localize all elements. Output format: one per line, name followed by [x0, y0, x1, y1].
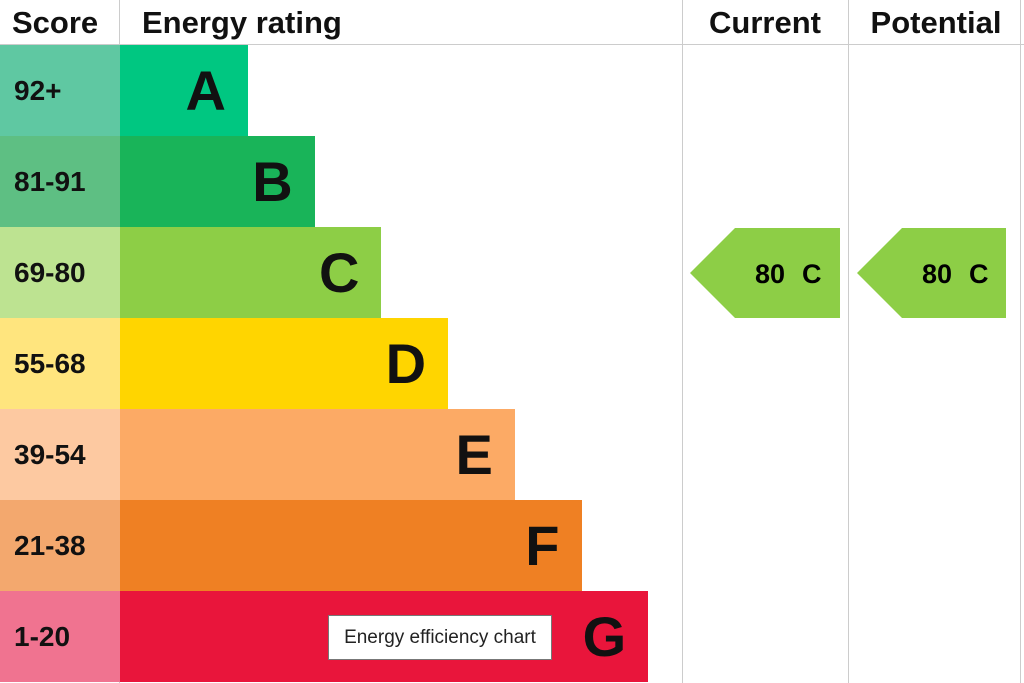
rating-bar: F — [120, 500, 582, 591]
tooltip: Energy efficiency chart — [328, 615, 552, 660]
divider — [1020, 0, 1021, 683]
arrow-rating: C — [969, 259, 989, 289]
arrow-shape — [857, 228, 1006, 318]
divider — [848, 0, 849, 683]
arrow-value: 80 — [922, 259, 952, 289]
score-band: 55-68 — [0, 318, 120, 409]
score-band: 1-20 — [0, 591, 120, 682]
score-band: 92+ — [0, 45, 120, 136]
score-band: 81-91 — [0, 136, 120, 227]
header-score: Score — [0, 0, 120, 45]
rating-bar: B — [120, 136, 315, 227]
rating-bar: E — [120, 409, 515, 500]
header-potential: Potential — [848, 0, 1024, 45]
potential-arrow: 80 C — [857, 228, 1006, 318]
rating-bar: C — [120, 227, 382, 318]
score-band: 39-54 — [0, 409, 120, 500]
header-rating: Energy rating — [120, 0, 682, 45]
current-arrow: 80 C — [690, 228, 840, 318]
arrow-value: 80 — [755, 259, 785, 289]
score-band: 69-80 — [0, 227, 120, 318]
rating-bar: D — [120, 318, 449, 409]
rating-bar: A — [120, 45, 248, 136]
divider — [682, 0, 683, 683]
score-band: 21-38 — [0, 500, 120, 591]
header-current: Current — [682, 0, 848, 45]
arrow-shape — [690, 228, 840, 318]
arrow-rating: C — [802, 259, 822, 289]
